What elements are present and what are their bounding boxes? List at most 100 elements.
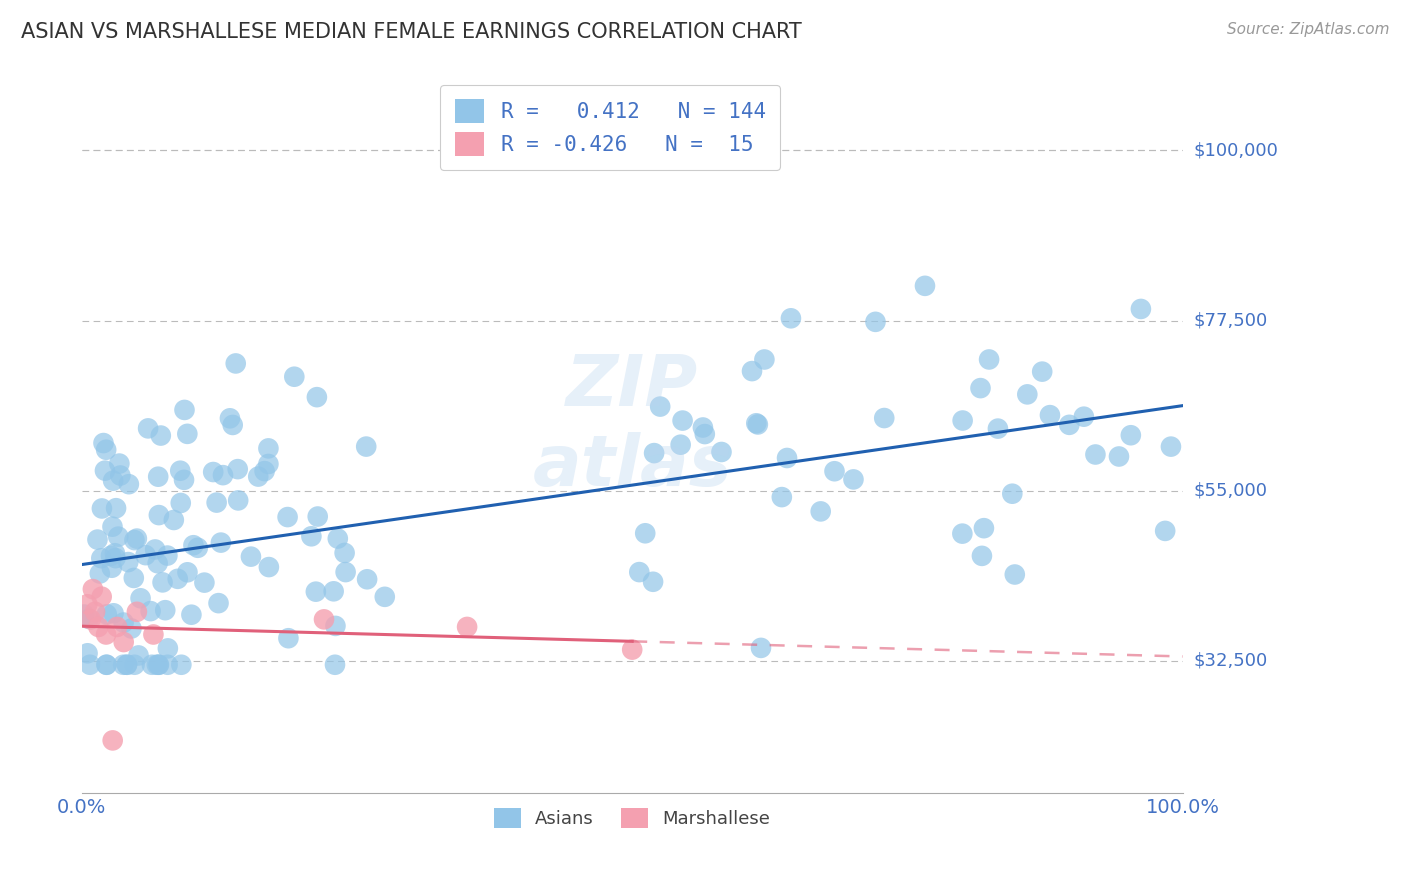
Point xyxy=(671,413,693,427)
Point xyxy=(207,596,229,610)
Point xyxy=(125,532,148,546)
Point xyxy=(226,493,249,508)
Point xyxy=(104,546,127,560)
Point xyxy=(128,648,150,663)
Point xyxy=(335,565,357,579)
Point xyxy=(104,551,127,566)
Point xyxy=(180,607,202,622)
Point xyxy=(79,612,101,626)
Point xyxy=(692,420,714,434)
Point xyxy=(183,538,205,552)
Point xyxy=(87,620,110,634)
Point xyxy=(305,390,328,404)
Point xyxy=(143,542,166,557)
Point xyxy=(148,657,170,672)
Point xyxy=(202,465,225,479)
Point xyxy=(1001,486,1024,500)
Point xyxy=(112,657,135,672)
Point xyxy=(125,605,148,619)
Point xyxy=(156,549,179,563)
Point xyxy=(146,657,169,672)
Point xyxy=(176,566,198,580)
Point xyxy=(247,469,270,483)
Text: ZIP
atlas: ZIP atlas xyxy=(533,352,733,501)
Point xyxy=(693,427,716,442)
Point xyxy=(100,549,122,563)
Point xyxy=(108,457,131,471)
Point xyxy=(741,364,763,378)
Point xyxy=(101,733,124,747)
Point xyxy=(323,657,346,672)
Point xyxy=(205,495,228,509)
Point xyxy=(1084,448,1107,462)
Point xyxy=(650,400,672,414)
Point xyxy=(973,521,995,535)
Point xyxy=(307,509,329,524)
Point xyxy=(754,352,776,367)
Point xyxy=(193,575,215,590)
Point xyxy=(115,657,138,672)
Text: $77,500: $77,500 xyxy=(1194,311,1268,329)
Point xyxy=(148,508,170,522)
Point xyxy=(120,622,142,636)
Point xyxy=(93,436,115,450)
Point xyxy=(176,426,198,441)
Point xyxy=(103,607,125,621)
Point xyxy=(1073,409,1095,424)
Point xyxy=(865,315,887,329)
Point xyxy=(842,472,865,486)
Point xyxy=(142,627,165,641)
Point xyxy=(1031,365,1053,379)
Point xyxy=(305,584,328,599)
Text: $55,000: $55,000 xyxy=(1194,482,1268,500)
Point xyxy=(209,535,232,549)
Point xyxy=(669,438,692,452)
Point xyxy=(914,278,936,293)
Point xyxy=(152,575,174,590)
Point xyxy=(776,450,799,465)
Point xyxy=(1154,524,1177,538)
Point xyxy=(952,413,974,427)
Point xyxy=(86,533,108,547)
Point xyxy=(136,421,159,435)
Point xyxy=(257,457,280,471)
Point xyxy=(312,612,335,626)
Text: $100,000: $100,000 xyxy=(1194,141,1278,160)
Point xyxy=(969,381,991,395)
Point xyxy=(156,657,179,672)
Point xyxy=(1059,417,1081,432)
Point xyxy=(710,445,733,459)
Point xyxy=(73,607,96,622)
Point xyxy=(84,605,107,619)
Point xyxy=(94,627,117,641)
Point xyxy=(90,590,112,604)
Point xyxy=(139,604,162,618)
Point xyxy=(170,496,193,510)
Point xyxy=(76,646,98,660)
Point xyxy=(112,615,135,630)
Point xyxy=(356,572,378,586)
Point xyxy=(977,352,1000,367)
Point xyxy=(283,369,305,384)
Point xyxy=(634,526,657,541)
Point xyxy=(115,657,138,672)
Point xyxy=(747,417,769,432)
Point xyxy=(187,541,209,555)
Point xyxy=(82,582,104,596)
Point xyxy=(90,501,112,516)
Point xyxy=(219,411,242,425)
Point xyxy=(129,591,152,606)
Point xyxy=(621,642,644,657)
Point xyxy=(101,474,124,488)
Point xyxy=(1160,440,1182,454)
Point xyxy=(94,464,117,478)
Point xyxy=(79,657,101,672)
Point xyxy=(163,513,186,527)
Point xyxy=(148,657,170,672)
Point xyxy=(222,417,245,432)
Point xyxy=(96,657,118,672)
Point xyxy=(749,640,772,655)
Point xyxy=(1119,428,1142,442)
Point xyxy=(810,504,832,518)
Text: ASIAN VS MARSHALLESE MEDIAN FEMALE EARNINGS CORRELATION CHART: ASIAN VS MARSHALLESE MEDIAN FEMALE EARNI… xyxy=(21,22,801,42)
